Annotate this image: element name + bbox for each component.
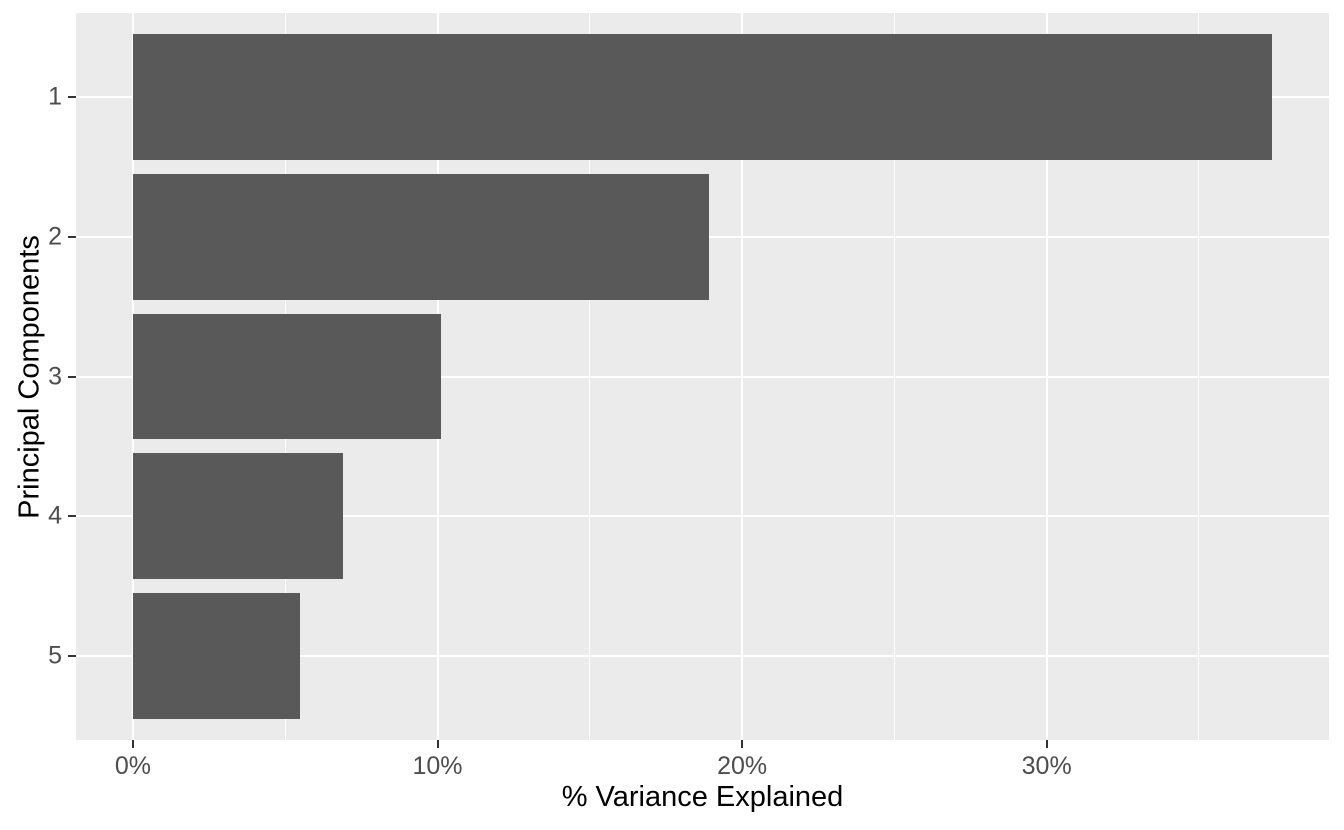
- y-tick-mark: [68, 655, 76, 658]
- bar-pc5: [132, 593, 301, 719]
- y-tick-label: 2: [48, 222, 62, 251]
- bar-pc3: [132, 313, 441, 440]
- x-tick-label: 20%: [717, 752, 768, 780]
- x-tick-label: 10%: [412, 752, 463, 780]
- y-tick-label: 1: [48, 82, 62, 111]
- y-major-gridline: [76, 655, 1329, 658]
- plot-panel: [76, 13, 1329, 740]
- y-tick-label: 5: [48, 641, 62, 670]
- y-major-gridline: [76, 515, 1329, 518]
- y-tick-mark: [68, 515, 76, 518]
- y-tick-label: 4: [48, 501, 62, 530]
- x-tick-label: 30%: [1021, 752, 1072, 780]
- y-tick-label: 3: [48, 362, 62, 390]
- y-major-gridline: [76, 375, 1329, 378]
- bar-pc2: [132, 173, 709, 300]
- x-tick-mark: [1045, 740, 1048, 748]
- y-tick-mark: [68, 375, 76, 378]
- y-tick-mark: [68, 235, 76, 238]
- x-axis-title: % Variance Explained: [561, 781, 844, 813]
- x-tick-label: 0%: [114, 752, 152, 780]
- y-tick-mark: [68, 95, 76, 98]
- bar-pc4: [132, 453, 344, 580]
- x-tick-mark: [131, 740, 134, 748]
- bar-pc1: [132, 33, 1273, 160]
- x-tick-mark: [436, 740, 439, 748]
- x-tick-mark: [741, 740, 744, 748]
